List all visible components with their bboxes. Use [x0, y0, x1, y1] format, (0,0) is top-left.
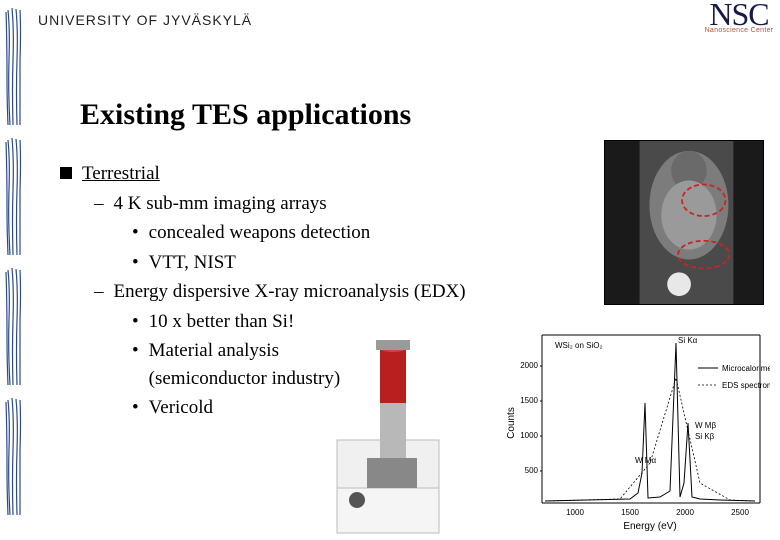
bullet-weapons: • concealed weapons detection: [60, 219, 570, 247]
svg-text:1500: 1500: [520, 396, 538, 405]
bullet-text: VTT, NIST: [149, 249, 236, 277]
dot-icon: •: [132, 249, 139, 277]
svg-text:1000: 1000: [520, 431, 538, 440]
bullet-10x: • 10 x better than Si!: [60, 308, 570, 336]
slide-title: Existing TES applications: [80, 98, 411, 132]
dash-icon: –: [94, 278, 104, 306]
bullet-vericold: • Vericold: [60, 394, 570, 422]
svg-text:Microcalorimeter: Microcalorimeter: [722, 364, 770, 373]
nsc-logo: NSC Nanoscience Center: [704, 0, 774, 34]
svg-text:2500: 2500: [731, 508, 749, 517]
bullet-text: Energy dispersive X-ray microanalysis (E…: [114, 278, 466, 306]
bullet-text: 4 K sub-mm imaging arrays: [114, 190, 327, 218]
svg-text:Si Kβ: Si Kβ: [695, 432, 715, 441]
bullet-4k: – 4 K sub-mm imaging arrays: [60, 190, 570, 218]
bullet-text: Terrestrial: [82, 160, 160, 188]
bullet-text: 10 x better than Si!: [149, 308, 295, 336]
bullet-edx: – Energy dispersive X-ray microanalysis …: [60, 278, 570, 306]
svg-text:W Mβ: W Mβ: [695, 421, 716, 430]
dot-icon: •: [132, 394, 139, 422]
svg-text:Counts: Counts: [506, 407, 517, 439]
dot-icon: •: [132, 219, 139, 247]
spectrum-chart: 500 1000 1500 2000 1000 1500 2000 2500 C…: [500, 323, 770, 533]
bullet-material: • Material analysis (semiconductor indus…: [60, 337, 570, 392]
bullet-text: (semiconductor industry): [149, 368, 341, 389]
dash-icon: –: [94, 190, 104, 218]
bullet-text: concealed weapons detection: [149, 219, 371, 247]
svg-text:WSi₂ on SiO₂: WSi₂ on SiO₂: [555, 341, 603, 350]
dot-icon: •: [132, 337, 139, 392]
svg-text:Energy (eV): Energy (eV): [623, 521, 676, 532]
dot-icon: •: [132, 308, 139, 336]
svg-text:2000: 2000: [520, 361, 538, 370]
content-body: Terrestrial – 4 K sub-mm imaging arrays …: [60, 160, 570, 424]
bullet-text: Vericold: [149, 394, 213, 422]
svg-text:W Mα: W Mα: [635, 456, 656, 465]
svg-text:EDS spectrometer: EDS spectrometer: [722, 381, 770, 390]
instrument-image: [332, 340, 444, 535]
bullet-terrestrial: Terrestrial: [60, 160, 570, 188]
nsc-text: NSC: [704, 0, 774, 29]
bullet-vtt: • VTT, NIST: [60, 249, 570, 277]
square-bullet-icon: [60, 167, 72, 179]
nsc-subtitle: Nanoscience Center: [704, 27, 774, 34]
svg-text:1500: 1500: [621, 508, 639, 517]
university-name: UNIVERSITY OF JYVÄSKYLÄ: [38, 12, 252, 28]
bullet-text: Material analysis: [149, 340, 279, 361]
svg-text:1000: 1000: [566, 508, 584, 517]
svg-text:500: 500: [525, 466, 539, 475]
svg-text:Si Kα: Si Kα: [678, 336, 698, 345]
thermal-image: [604, 140, 764, 305]
svg-text:2000: 2000: [676, 508, 694, 517]
left-logo-strip: [0, 0, 28, 540]
